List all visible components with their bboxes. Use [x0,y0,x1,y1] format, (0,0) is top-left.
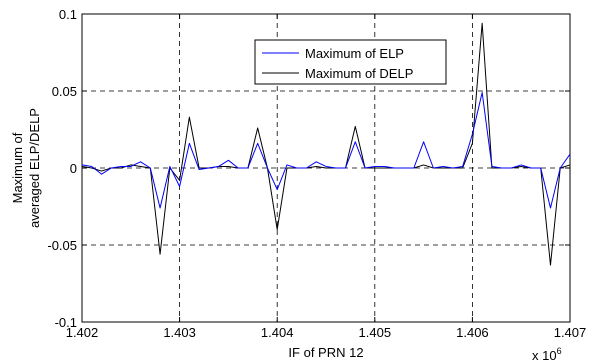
y-axis-label-line-1: Maximum of [10,132,25,203]
series-lines [81,22,571,266]
y-tick-label: -0.05 [47,238,77,253]
y-tick-label: 0.1 [59,7,77,22]
y-tick-label: 0.05 [52,84,77,99]
x-tick-label: 1.402 [66,325,99,340]
legend-box [254,39,447,85]
axis-labels: IF of PRN 12 Maximum of averaged ELP/DEL… [10,108,562,363]
x-tick-label: 1.405 [359,325,392,340]
y-axis-label-line-2: averaged ELP/DELP [27,108,42,228]
y-tick-label: 0 [70,161,77,176]
x-axis-scale-exponent: 6 [557,346,562,356]
y-tick-label: -0.1 [55,315,77,330]
legend: Maximum of ELP Maximum of DELP [254,39,447,85]
series-line-delp [81,22,571,266]
x-tick-label: 1.407 [554,325,587,340]
axis-ticks: 1.402 1.403 1.404 1.405 1.406 1.407 -0.1 -0.05 0… [47,7,586,340]
x-tick-label: 1.406 [456,325,489,340]
x-axis-scale-base: x 10 [532,348,557,363]
x-tick-label: 1.404 [261,325,294,340]
series-line-elp [81,92,571,209]
x-axis-label: IF of PRN 12 [288,345,363,360]
legend-entry-delp: Maximum of DELP [305,66,413,81]
legend-entry-elp: Maximum of ELP [305,46,404,61]
x-tick-label: 1.403 [163,325,196,340]
x-axis-scale-factor: x 106 [532,346,562,363]
